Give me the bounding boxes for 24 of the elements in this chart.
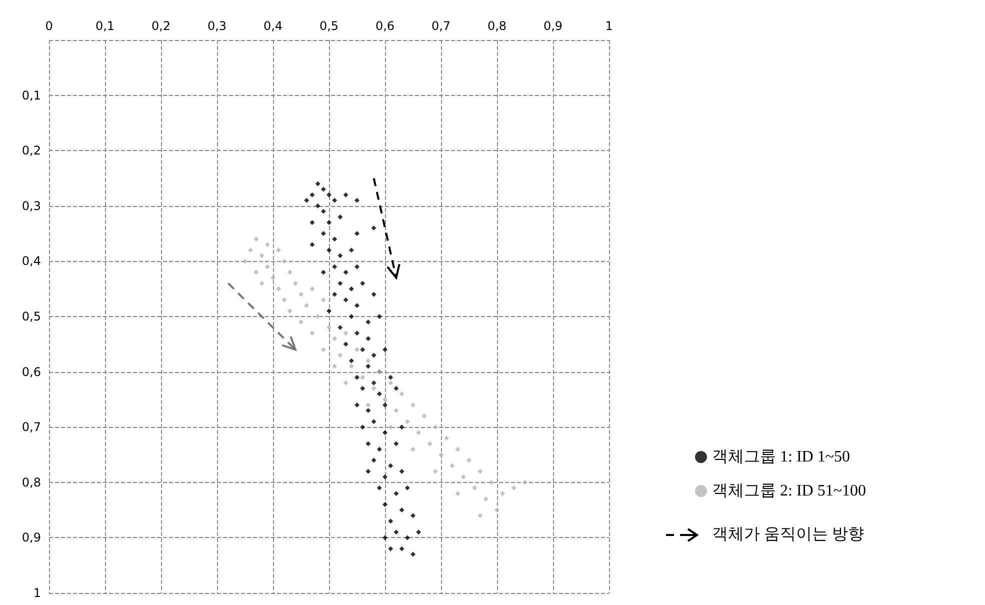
y-tick-label: 0,7 — [22, 420, 41, 434]
x-tick-label: 0,9 — [543, 19, 563, 33]
x-tick-label: 0,7 — [431, 19, 451, 33]
y-tick-label: 0,8 — [22, 475, 41, 490]
text: 객체가 움직이는 방향 — [712, 525, 864, 545]
y-tick-label: 1 — [33, 586, 41, 600]
y-tick-label: 0,6 — [22, 364, 41, 379]
y-tick-label: 0,1 — [22, 88, 41, 102]
legend-label: 객체그룹 2: ID 51~100 — [712, 482, 866, 500]
x-tick-label: 0,5 — [319, 19, 339, 33]
x-tick-label: 0,1 — [95, 19, 115, 33]
x-tick-label: 0,8 — [487, 19, 507, 33]
x-tick-label: 1 — [605, 19, 613, 33]
x-tick-label: 0,3 — [207, 19, 227, 33]
x-tick-label: 0,4 — [263, 19, 283, 33]
y-tick-label: 0,4 — [22, 254, 41, 268]
x-tick-label: 0,6 — [375, 19, 395, 33]
x-tick-label: 0,2 — [151, 19, 171, 33]
y-tick-label: 0,3 — [22, 198, 41, 213]
x-tick-label: 0 — [45, 19, 53, 33]
legend-label: 객체그룹 1: ID 1~50 — [712, 448, 850, 466]
y-tick-label: 0,9 — [22, 530, 41, 545]
y-tick-label: 0,5 — [22, 310, 41, 324]
y-tick-label: 0,2 — [22, 144, 41, 158]
